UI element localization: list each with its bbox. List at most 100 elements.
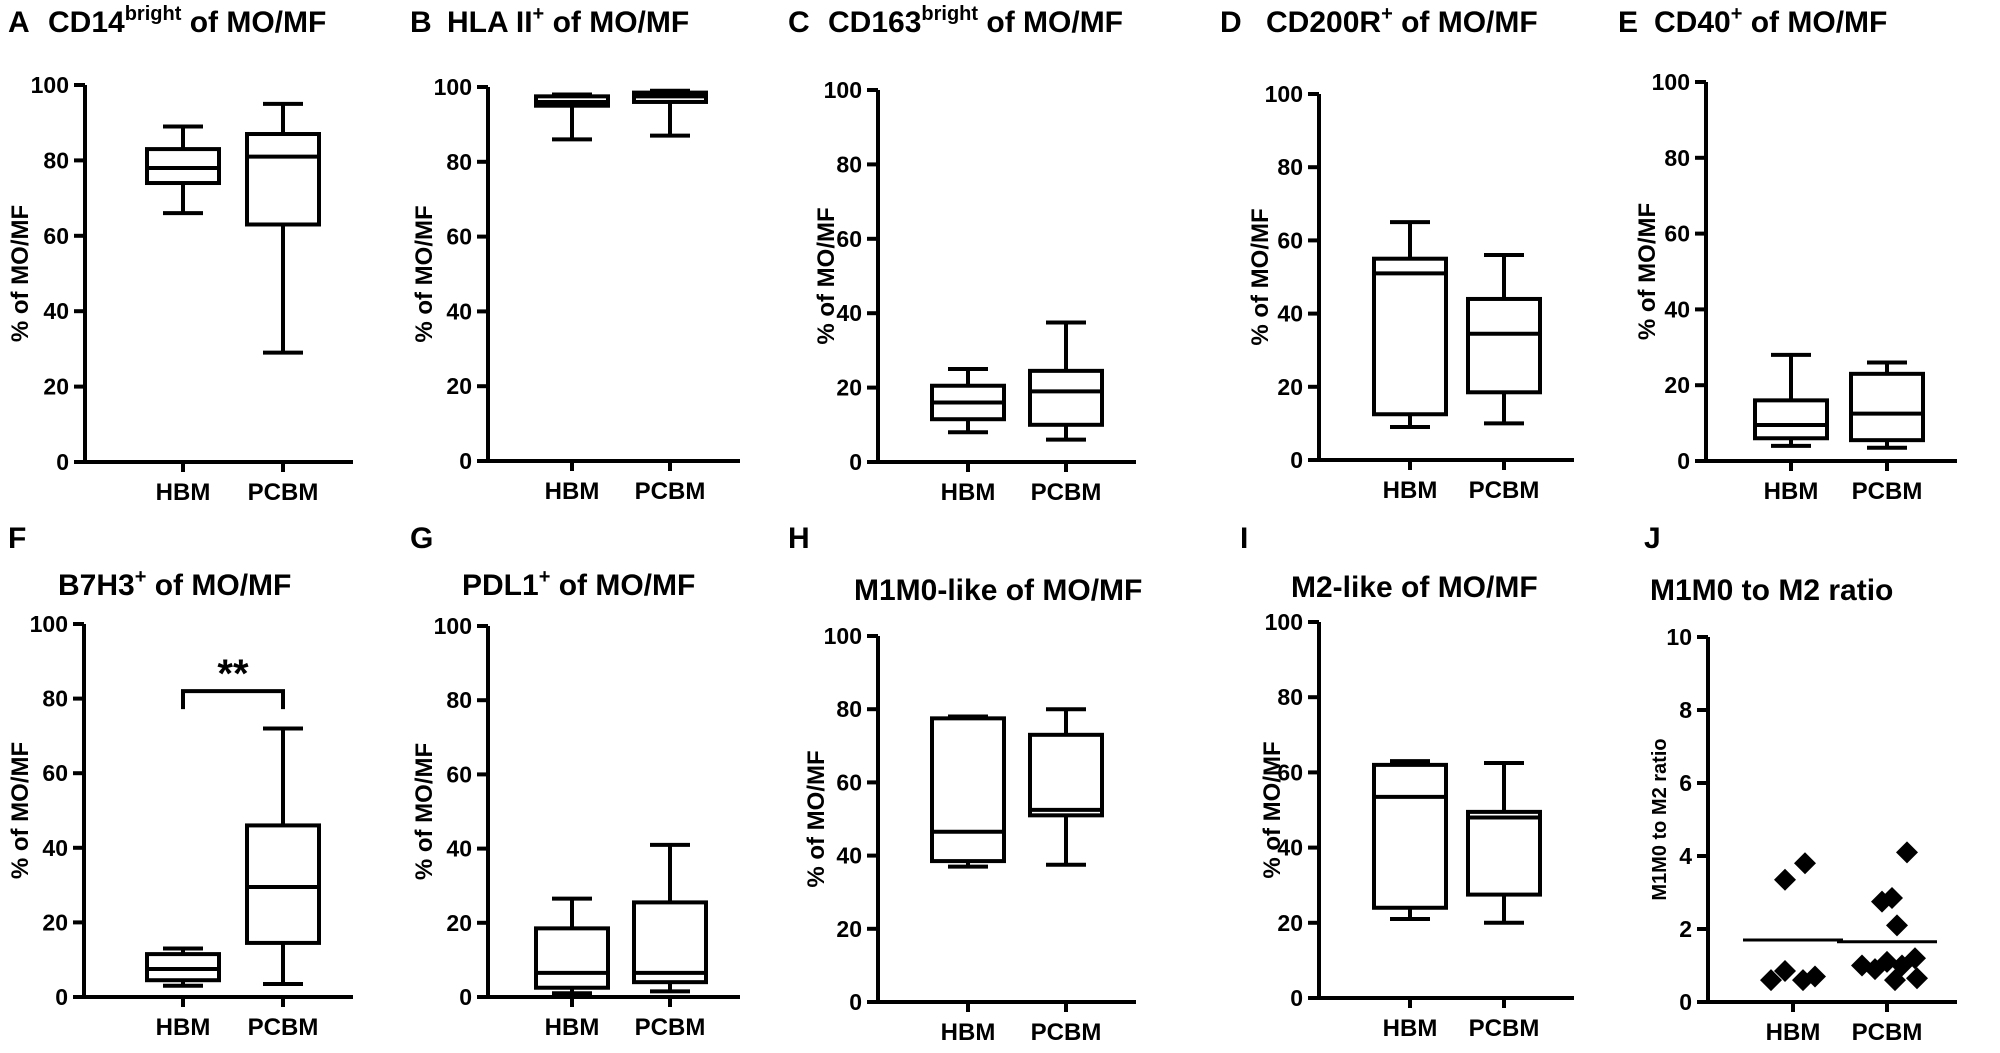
panel-title: M1M0 to M2 ratio	[1650, 574, 1893, 607]
y-tick-label: 60	[42, 760, 68, 786]
panel-letter: I	[1240, 522, 1248, 555]
y-tick-label: 80	[43, 147, 69, 173]
box-iqr	[1028, 732, 1104, 818]
box-pcbm	[1028, 707, 1104, 867]
x-category-label: HBM	[545, 1014, 600, 1041]
y-tick-label: 80	[42, 686, 68, 712]
box-iqr	[534, 926, 610, 990]
x-category-label: PCBM	[1852, 1019, 1923, 1046]
x-category-label: HBM	[941, 1019, 996, 1046]
data-point	[1886, 914, 1908, 937]
panel-title: CD14bright of MO/MF	[48, 3, 326, 39]
y-tick-label: 60	[836, 226, 862, 252]
y-tick-label: 20	[836, 916, 862, 942]
group-hbm	[1743, 852, 1843, 992]
y-tick-label: 6	[1679, 770, 1692, 796]
y-axis-label: % of MO/MF	[1247, 208, 1274, 345]
box-iqr	[1372, 762, 1448, 910]
y-tick-label: 80	[1664, 145, 1690, 171]
y-tick-label: 0	[849, 989, 862, 1015]
y-tick-label: 100	[1265, 609, 1303, 635]
y-tick-label: 0	[459, 984, 472, 1010]
data-point	[1794, 852, 1816, 875]
panel-letter: G	[410, 522, 433, 555]
chart-panel-j: J M1M0 to M2 ratio 0 2 4 6 8 10 HBM PCBM M1M0 to M…	[1644, 522, 1957, 1046]
panel-letter: H	[788, 522, 810, 555]
y-tick-label: 100	[1265, 81, 1303, 107]
panel-title: B7H3+ of MO/MF	[58, 566, 291, 602]
group-pcbm	[1837, 841, 1937, 992]
box-pcbm	[1028, 320, 1104, 442]
chart-panel-i: I M2-like of MO/MF 0 20 40 60 80 100 HBM PCBM % of…	[1240, 522, 1574, 1042]
y-tick-label: 100	[1652, 69, 1690, 95]
y-tick-label: 100	[31, 72, 69, 98]
box-iqr	[1466, 296, 1542, 395]
box-hbm	[145, 946, 221, 988]
y-axis-label: % of MO/MF	[411, 205, 438, 342]
x-category-label: PCBM	[1469, 1015, 1540, 1042]
box-iqr	[245, 132, 321, 227]
y-tick-label: 40	[1277, 301, 1303, 327]
chart-panel-e: E CD40+ of MO/MF 0 20 40 60 80 100 HBM PCBM % of M…	[1618, 3, 1957, 505]
x-category-label: PCBM	[635, 1014, 706, 1041]
y-tick-label: 0	[849, 449, 862, 475]
box-hbm	[1372, 759, 1448, 922]
y-tick-label: 20	[42, 909, 68, 935]
panel-letter: D	[1220, 6, 1242, 39]
data-point	[1804, 965, 1826, 988]
y-tick-label: 40	[446, 298, 472, 324]
y-tick-label: 40	[836, 300, 862, 326]
x-category-label: HBM	[1383, 1015, 1438, 1042]
data-point	[1896, 841, 1918, 864]
box-iqr	[632, 900, 708, 985]
y-axis-label: % of MO/MF	[1259, 741, 1286, 878]
y-tick-label: 0	[1290, 985, 1303, 1011]
y-tick-label: 20	[836, 375, 862, 401]
x-category-label: HBM	[1383, 477, 1438, 504]
y-tick-label: 0	[1679, 989, 1692, 1015]
y-tick-label: 60	[446, 761, 472, 787]
chart-panel-g: G PDL1+ of MO/MF 0 20 40 60 80 100 HBM PCBM % of M…	[410, 522, 740, 1041]
y-tick-label: 40	[1664, 296, 1690, 322]
box-hbm	[930, 367, 1006, 435]
y-tick-label: 0	[56, 449, 69, 475]
y-tick-label: 20	[43, 374, 69, 400]
box-pcbm	[632, 842, 708, 994]
y-tick-label: 80	[1277, 684, 1303, 710]
x-category-label: PCBM	[635, 478, 706, 505]
data-point	[1774, 959, 1796, 982]
box-iqr	[1849, 371, 1925, 443]
y-tick-label: 40	[43, 298, 69, 324]
y-tick-label: 8	[1679, 697, 1692, 723]
chart-panel-a: A CD14bright of MO/MF 0 20 40 60 80 100 HBM PCBM%…	[7, 3, 353, 506]
y-tick-label: 4	[1679, 843, 1692, 869]
significance-annotation: **	[181, 652, 285, 710]
y-tick-label: 100	[434, 74, 472, 100]
y-tick-label: 0	[459, 448, 472, 474]
panel-letter: E	[1618, 6, 1638, 39]
y-tick-label: 60	[446, 224, 472, 250]
y-tick-label: 100	[824, 77, 862, 103]
x-category-label: PCBM	[1031, 1019, 1102, 1046]
x-category-label: HBM	[1766, 1019, 1821, 1046]
y-axis-label: % of MO/MF	[813, 207, 840, 344]
box-iqr	[1372, 256, 1448, 417]
box-hbm	[1372, 220, 1448, 430]
panel-title: CD200R+ of MO/MF	[1266, 3, 1538, 39]
y-tick-label: 100	[824, 623, 862, 649]
chart-panel-d: D CD200R+ of MO/MF 0 20 40 60 80 100 HBM PCBM % of…	[1220, 3, 1574, 504]
x-category-label: PCBM	[1031, 479, 1102, 506]
y-tick-label: 100	[30, 611, 68, 637]
y-tick-label: 60	[1277, 759, 1303, 785]
box-pcbm	[245, 726, 321, 986]
data-point	[1760, 969, 1782, 992]
data-point	[1876, 950, 1898, 973]
box-pcbm	[1466, 761, 1542, 925]
panel-letter: J	[1644, 522, 1661, 555]
y-tick-label: 100	[434, 613, 472, 639]
y-tick-label: 10	[1666, 624, 1692, 650]
panel-title: M1M0-like of MO/MF	[854, 574, 1142, 607]
y-tick-label: 0	[1290, 447, 1303, 473]
panel-title: CD40+ of MO/MF	[1654, 3, 1887, 39]
